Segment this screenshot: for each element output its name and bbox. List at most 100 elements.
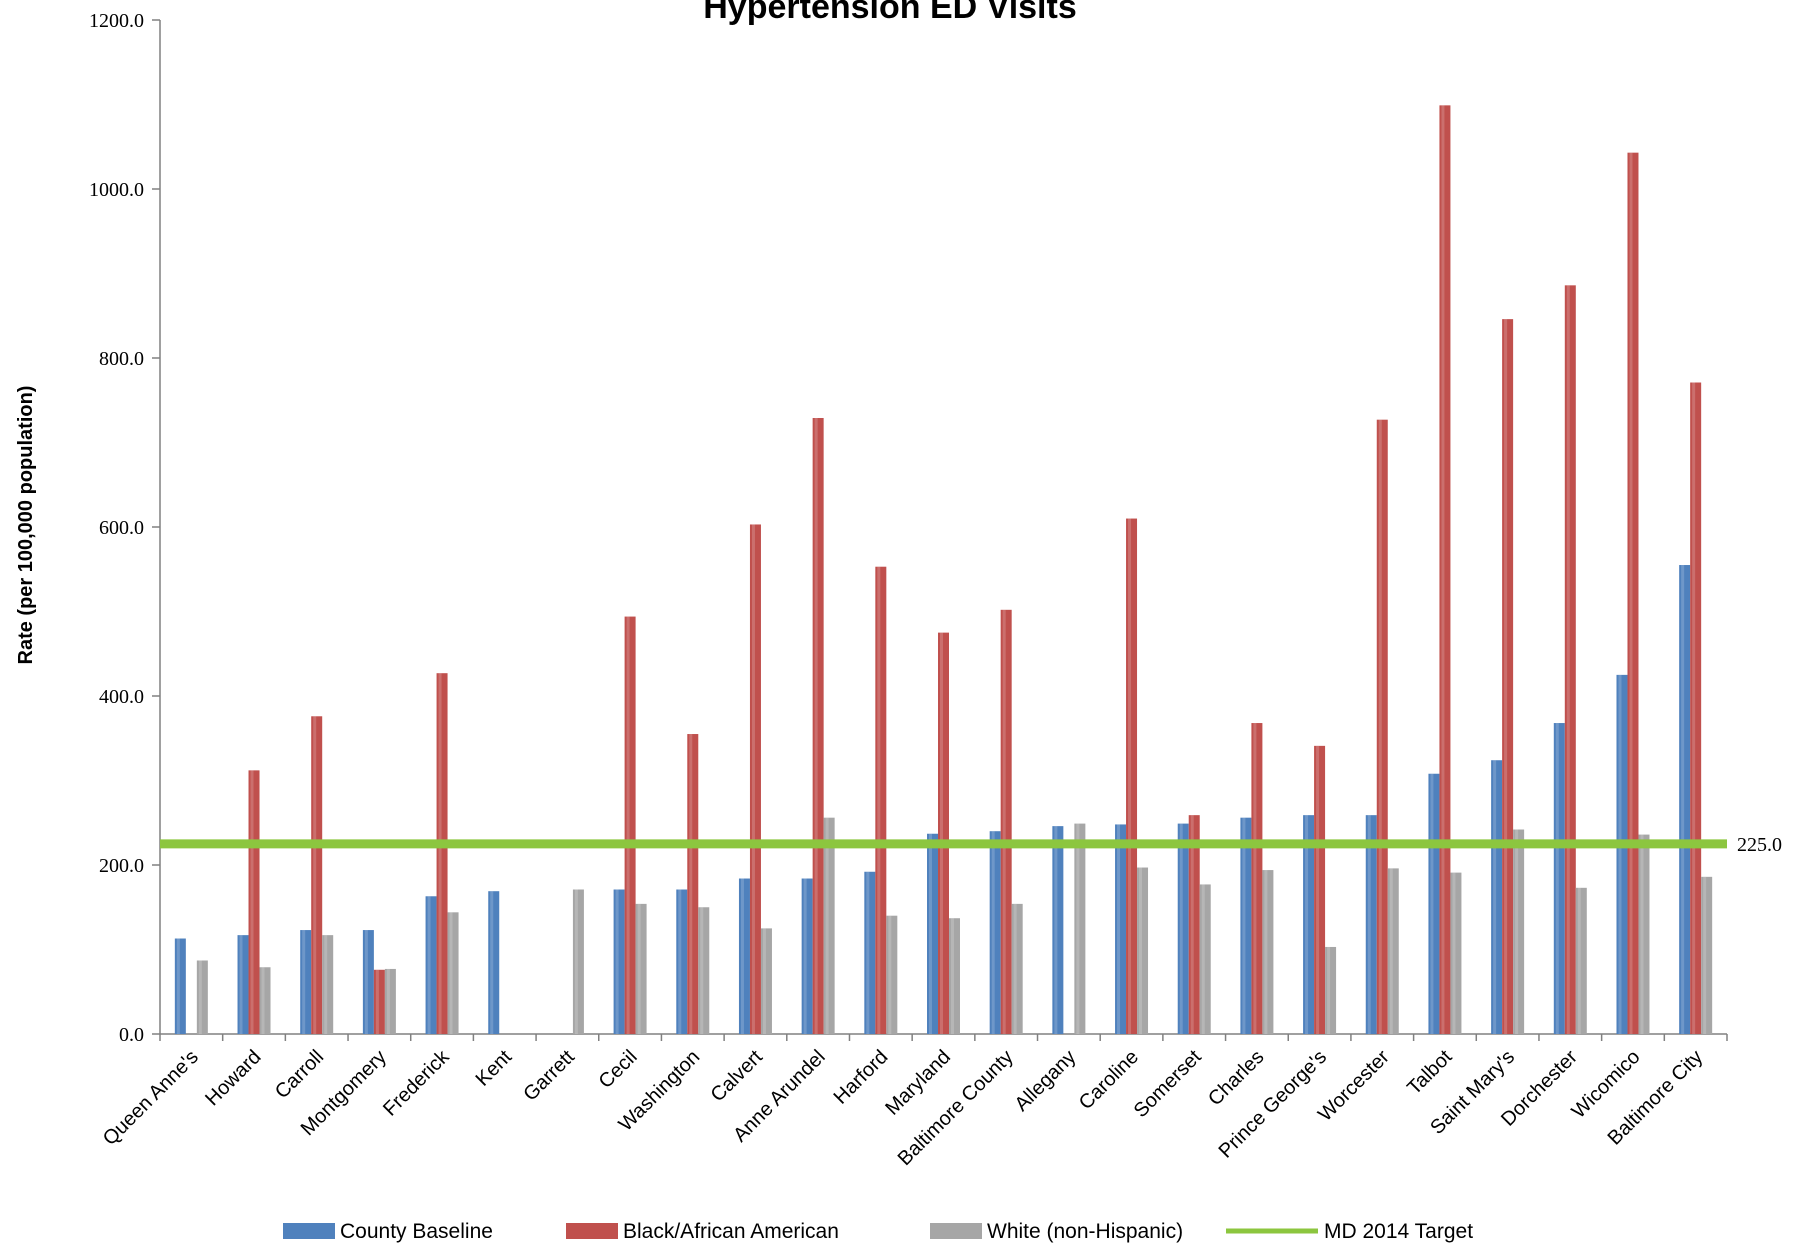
bar-highlight — [1002, 609, 1006, 1034]
bar-white-non-hispanic-harford — [886, 915, 898, 1034]
bar-highlight — [250, 770, 254, 1034]
bar-highlight — [940, 632, 943, 1034]
bar-highlight — [1703, 876, 1707, 1034]
bar-highlight — [438, 673, 442, 1034]
bar-highlight — [888, 915, 892, 1034]
bars — [174, 105, 1713, 1035]
bar-white-non-hispanic-calvert — [760, 928, 772, 1034]
bar-highlight — [626, 616, 630, 1034]
bar-highlight — [1515, 829, 1519, 1034]
bar-county-baseline-talbot — [1428, 773, 1440, 1034]
bar-white-non-hispanic-garrett — [572, 889, 584, 1034]
bar-white-non-hispanic-caroline — [1137, 867, 1149, 1034]
bar-county-baseline-washington — [676, 889, 688, 1034]
bar-highlight — [1013, 903, 1017, 1034]
y-axis-label: Rate (per 100,000 population) — [15, 386, 37, 665]
bar-county-baseline-carroll — [300, 930, 312, 1034]
category-label-somerset: Somerset — [1130, 1046, 1206, 1122]
bar-black-african-american-talbot — [1439, 105, 1451, 1035]
bar-county-baseline-frederick — [425, 896, 437, 1034]
bar-white-non-hispanic-dorchester — [1575, 887, 1587, 1034]
bar-highlight — [866, 871, 870, 1034]
bar-highlight — [1640, 834, 1644, 1034]
bar-highlight — [615, 889, 619, 1034]
bar-highlight — [1452, 872, 1456, 1034]
bar-county-baseline-anne-arundel — [801, 878, 813, 1034]
bar-county-baseline-dorchester — [1553, 723, 1565, 1034]
bar-white-non-hispanic-worcester — [1387, 868, 1399, 1034]
bar-highlight — [1190, 815, 1194, 1034]
bar-black-african-american-worcester — [1376, 419, 1388, 1034]
bar-highlight — [825, 817, 829, 1034]
bar-county-baseline-montgomery — [362, 930, 374, 1034]
bar-highlight — [1629, 152, 1633, 1035]
bar-highlight — [1493, 760, 1497, 1034]
bar-white-non-hispanic-wicomico — [1638, 834, 1650, 1034]
category-label-charles: Charles — [1204, 1046, 1268, 1110]
bar-highlight — [991, 831, 995, 1034]
bar-highlight — [700, 907, 704, 1034]
bar-county-baseline-caroline — [1115, 824, 1127, 1034]
bar-highlight — [239, 935, 243, 1034]
category-label-queen-anne-s: Queen Anne's — [99, 1046, 203, 1150]
bar-white-non-hispanic-baltimore-city — [1701, 876, 1713, 1034]
category-label-calvert: Calvert — [707, 1046, 768, 1107]
bar-highlight — [490, 891, 494, 1034]
y-tick-label: 400.0 — [99, 686, 144, 708]
bar-black-african-american-dorchester — [1564, 285, 1576, 1035]
bar-highlight — [678, 889, 682, 1034]
bar-highlight — [1577, 887, 1581, 1034]
bar-highlight — [1253, 723, 1257, 1034]
legend-county-baseline-label: County Baseline — [340, 1220, 493, 1243]
category-label-carroll: Carroll — [271, 1046, 328, 1103]
bar-white-non-hispanic-charles — [1262, 870, 1274, 1034]
bar-highlight — [313, 716, 317, 1034]
bar-white-non-hispanic-baltimore-county — [1011, 903, 1023, 1034]
bar-highlight — [740, 878, 744, 1034]
legend-white-non-hispanic-label: White (non-Hispanic) — [987, 1220, 1183, 1243]
bar-highlight — [176, 938, 180, 1034]
legend-black-african-american-label: Black/African American — [623, 1220, 839, 1243]
bar-highlight — [302, 930, 306, 1034]
category-label-harford: Harford — [830, 1046, 893, 1109]
bar-white-non-hispanic-anne-arundel — [823, 817, 835, 1034]
bar-highlight — [1430, 773, 1434, 1034]
bar-highlight — [261, 967, 265, 1034]
bar-county-baseline-wicomico — [1616, 674, 1628, 1034]
bar-highlight — [1117, 824, 1121, 1034]
bar-white-non-hispanic-allegany — [1074, 823, 1086, 1034]
bar-highlight — [1618, 674, 1622, 1034]
target-value-label: 225.0 — [1737, 834, 1782, 856]
bar-white-non-hispanic-queen-anne-s — [196, 960, 208, 1034]
y-tick-label: 600.0 — [99, 517, 144, 539]
bar-county-baseline-queen-anne-s — [174, 938, 186, 1034]
bar-highlight — [637, 903, 641, 1034]
y-tick-label: 800.0 — [99, 348, 144, 370]
x-ticks — [159, 1034, 1728, 1041]
bar-highlight — [1139, 867, 1143, 1034]
category-label-allegany: Allegany — [1011, 1046, 1081, 1116]
legend-md-2014-target-label: MD 2014 Target — [1324, 1220, 1473, 1243]
bar-county-baseline-cecil — [613, 889, 625, 1034]
legend-county-baseline-swatch — [283, 1223, 335, 1239]
bar-white-non-hispanic-saint-mary-s — [1513, 829, 1525, 1034]
y-ticks: 0.0 200.0 400.0 600.0 800.0 1000.0 1200.0 — [89, 10, 160, 1046]
bar-highlight — [1367, 815, 1371, 1034]
legend: County Baseline Black/African American Whi… — [283, 1220, 1473, 1243]
bar-highlight — [689, 734, 693, 1034]
bar-black-african-american-calvert — [749, 524, 761, 1034]
bar-county-baseline-howard — [237, 935, 249, 1034]
bar-highlight — [1316, 745, 1320, 1034]
bar-white-non-hispanic-maryland — [949, 918, 960, 1034]
bar-black-african-american-baltimore-county — [1000, 609, 1012, 1034]
bar-highlight — [375, 969, 379, 1034]
bar-highlight — [762, 928, 766, 1034]
bar-highlight — [1076, 823, 1080, 1034]
bar-county-baseline-kent — [488, 891, 500, 1034]
bar-highlight — [427, 896, 431, 1034]
bar-highlight — [1242, 817, 1246, 1034]
bar-county-baseline-harford — [864, 871, 876, 1034]
bar-black-african-american-harford — [875, 566, 887, 1034]
bar-highlight — [1201, 884, 1205, 1034]
